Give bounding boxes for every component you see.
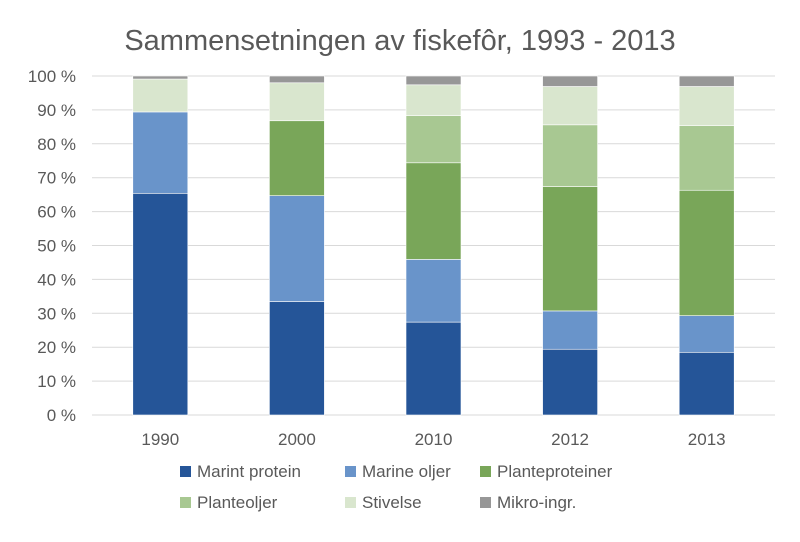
y-tick-label: 90 %	[37, 101, 76, 120]
legend-item: Marint protein	[180, 462, 301, 481]
y-tick-label: 80 %	[37, 135, 76, 154]
bars	[132, 75, 735, 416]
legend-swatch	[180, 466, 191, 477]
bar-segment-marint-protein-1990	[132, 192, 189, 416]
bar-segment-planteoljer-2012	[542, 124, 598, 187]
bar-segment-planteoljer-2010	[405, 115, 462, 164]
bar-segment-marine-oljer-2013	[678, 315, 735, 353]
legend: Marint protein Marine oljer Planteproteine…	[180, 462, 613, 512]
bar-segment-planteproteiner-2000	[269, 120, 325, 196]
legend-item: Marine oljer	[345, 462, 451, 481]
bar-segment-marine-oljer-2000	[269, 195, 325, 302]
y-tick-label: 30 %	[37, 304, 76, 323]
y-tick-label: 60 %	[37, 203, 76, 222]
legend-swatch	[345, 497, 356, 508]
bar-segment-planteproteiner-2012	[542, 186, 598, 312]
legend-label: Mikro-ingr.	[497, 493, 576, 512]
bar-segment-marint-protein-2010	[405, 321, 462, 416]
bar-segment-stivelse-2000	[269, 82, 325, 122]
bar-segment-planteoljer-2013	[678, 125, 735, 191]
bar-segment-mikro-ingr--2010	[405, 75, 462, 86]
y-tick-label: 40 %	[37, 270, 76, 289]
legend-swatch	[480, 466, 491, 477]
bar-segment-stivelse-1990	[132, 78, 189, 113]
bar-segment-mikro-ingr--2013	[678, 75, 735, 87]
x-axis-ticks: 1990 2000 2010 2012 2013	[141, 430, 725, 449]
bar-segment-mikro-ingr--2012	[542, 75, 598, 87]
bar-segment-stivelse-2013	[678, 86, 735, 126]
bar-segment-planteproteiner-2010	[405, 162, 462, 260]
y-tick-label: 10 %	[37, 372, 76, 391]
y-tick-label: 20 %	[37, 338, 76, 357]
legend-label: Planteproteiner	[497, 462, 613, 481]
legend-label: Planteoljer	[197, 493, 278, 512]
bar-segment-mikro-ingr--1990	[132, 75, 189, 80]
y-tick-label: 50 %	[37, 237, 76, 256]
legend-swatch	[345, 466, 356, 477]
x-tick-label: 2012	[551, 430, 589, 449]
y-tick-label: 100 %	[28, 67, 76, 86]
y-tick-label: 0 %	[47, 406, 76, 425]
y-tick-label: 70 %	[37, 169, 76, 188]
chart-title: Sammensetningen av fiskefôr, 1993 - 2013	[124, 25, 675, 57]
bar-segment-stivelse-2012	[542, 86, 598, 126]
bar-segment-marint-protein-2012	[542, 348, 598, 416]
legend-item: Planteoljer	[180, 493, 278, 512]
x-tick-label: 2013	[688, 430, 726, 449]
legend-label: Stivelse	[362, 493, 422, 512]
legend-label: Marine oljer	[362, 462, 451, 481]
legend-swatch	[180, 497, 191, 508]
legend-item: Mikro-ingr.	[480, 493, 576, 512]
legend-swatch	[480, 497, 491, 508]
y-axis-ticks: 0 % 10 % 20 % 30 % 40 % 50 % 60 % 70 % 80 % 90 % 1…	[28, 67, 76, 425]
x-tick-label: 2000	[278, 430, 316, 449]
bar-segment-marine-oljer-2012	[542, 310, 598, 350]
bar-segment-marint-protein-2000	[269, 301, 325, 416]
legend-item: Stivelse	[345, 493, 422, 512]
legend-label: Marint protein	[197, 462, 301, 481]
legend-item: Planteproteiner	[480, 462, 613, 481]
bar-segment-marine-oljer-2010	[405, 259, 462, 323]
bar-segment-planteproteiner-2013	[678, 189, 735, 316]
bar-segment-marint-protein-2013	[678, 351, 735, 416]
x-tick-label: 2010	[415, 430, 453, 449]
bar-segment-marine-oljer-1990	[132, 111, 189, 194]
bar-segment-stivelse-2010	[405, 84, 462, 116]
bar-segment-mikro-ingr--2000	[269, 75, 325, 84]
x-tick-label: 1990	[141, 430, 179, 449]
